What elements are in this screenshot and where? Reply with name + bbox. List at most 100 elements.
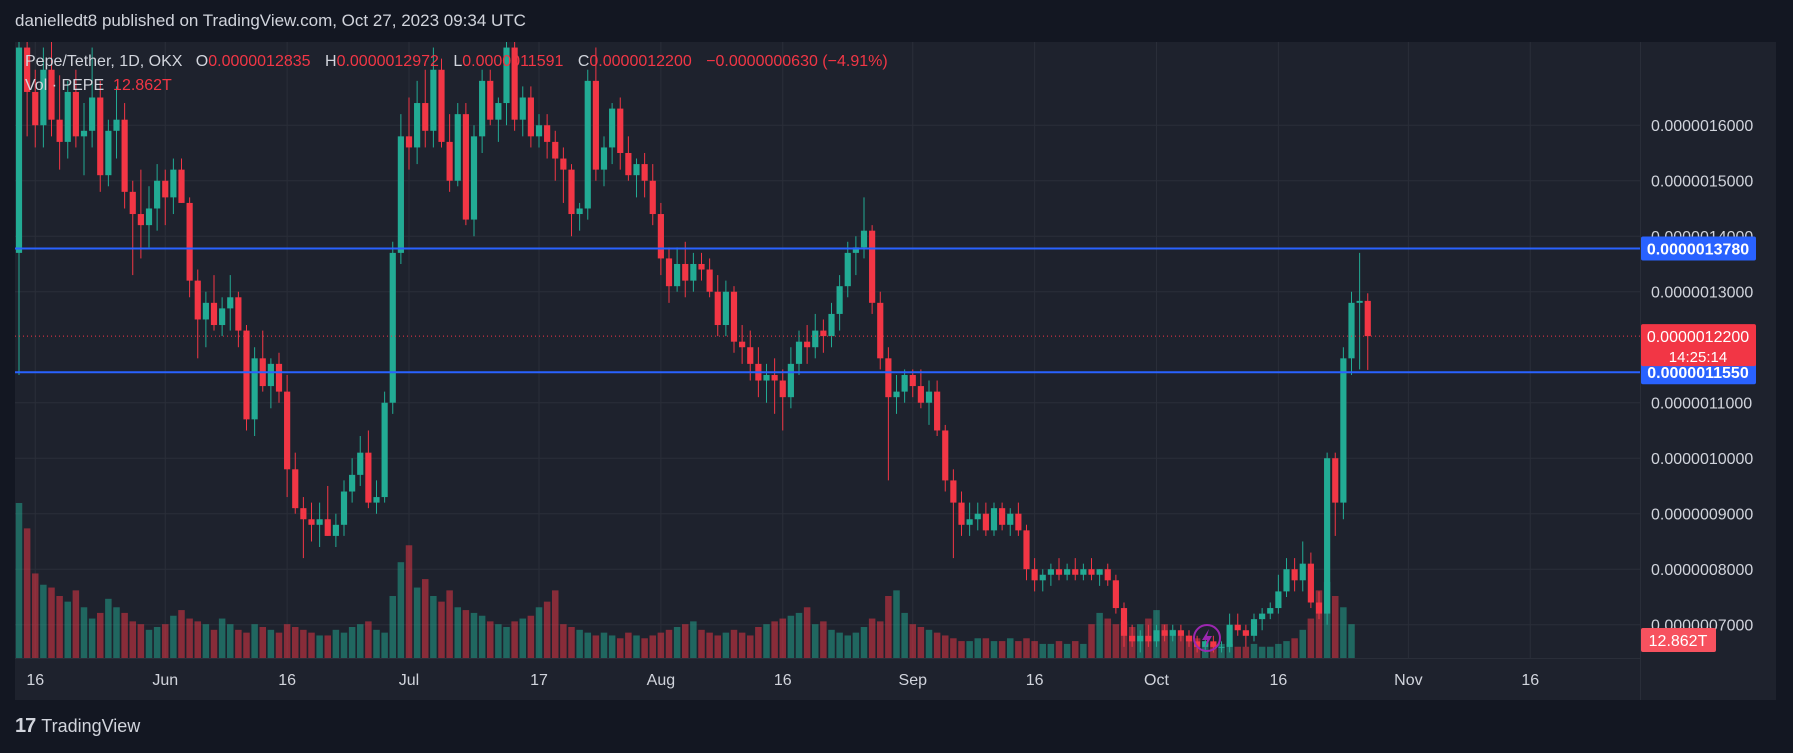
volume-bar xyxy=(1177,635,1185,658)
time-axis[interactable]: 16 Jun 16 Jul 17 Aug 16 Sep 16 Oct 16 Nov 16 xyxy=(15,658,1640,700)
volume-bar xyxy=(1250,643,1258,658)
candle-body xyxy=(544,125,551,142)
volume-bar xyxy=(974,638,981,658)
volume-bar xyxy=(836,632,843,658)
time-tick-label: 16 xyxy=(1026,672,1044,689)
volume-bar xyxy=(145,629,153,658)
volume-bar xyxy=(779,618,786,658)
symbol-label[interactable]: Pepe/Tether, 1D, OKX xyxy=(25,53,183,70)
candle-body xyxy=(284,391,291,470)
candle-body xyxy=(210,302,218,326)
volume-bar xyxy=(259,627,266,658)
volume-bar xyxy=(1332,596,1339,658)
candle-body xyxy=(1218,646,1225,648)
volume-bar xyxy=(292,627,299,658)
candle-body xyxy=(511,47,518,120)
candle-body xyxy=(560,158,567,170)
candle-body xyxy=(1169,630,1176,636)
candle-body xyxy=(609,108,616,148)
volume-bar xyxy=(389,596,396,658)
candle-body xyxy=(1267,608,1274,614)
lightning-bolt-icon xyxy=(1202,629,1212,648)
volume-bar xyxy=(1023,638,1030,658)
chart-pane[interactable] xyxy=(15,42,1640,658)
candle-body xyxy=(1129,635,1136,642)
volume-bar xyxy=(405,545,413,658)
chart-frame[interactable]: Pepe/Tether, 1D, OKX O0.0000012835 H0.00… xyxy=(15,42,1776,700)
candle-body xyxy=(877,302,884,359)
lightning-icon[interactable] xyxy=(1193,624,1221,652)
time-tick-label: Aug xyxy=(647,672,675,689)
price-axis[interactable]: 0.00000160000.00000150000.00000140000.00… xyxy=(1640,42,1776,700)
tradingview-logo-icon[interactable]: 17 xyxy=(15,715,36,737)
candle-body xyxy=(885,358,892,398)
high-value: 0.0000012972 xyxy=(336,53,439,70)
volume-bar xyxy=(373,629,380,658)
published-header: danielledt8 published on TradingView.com… xyxy=(0,0,1793,42)
candle-body xyxy=(80,130,88,137)
candle-body xyxy=(121,119,128,192)
candle-body xyxy=(1104,569,1111,581)
volume-bar xyxy=(657,632,665,658)
volume-bar xyxy=(519,618,526,658)
volume-bar xyxy=(15,503,23,658)
volume-bar xyxy=(1080,643,1087,658)
volume-bar xyxy=(283,624,291,658)
volume-bar xyxy=(227,624,234,658)
candle-body xyxy=(1161,630,1168,636)
volume-bar xyxy=(706,632,713,658)
volume-bar xyxy=(218,618,226,658)
candle-body xyxy=(1307,563,1314,603)
candle-body xyxy=(389,252,396,403)
volume-bar xyxy=(795,612,803,658)
tradingview-brand[interactable]: TradingView xyxy=(41,716,141,736)
candle-body xyxy=(901,374,908,392)
volume-bar xyxy=(803,607,811,658)
volume-bar xyxy=(966,641,973,658)
candle-body xyxy=(495,103,502,120)
volume-bar xyxy=(1055,641,1063,658)
volume-bar xyxy=(80,607,88,658)
price-tick-label: 0.0000008000 xyxy=(1651,562,1753,579)
level-price-label: 0.0000011550 xyxy=(1647,365,1749,382)
volume-bar xyxy=(917,627,925,658)
candle-body xyxy=(1210,641,1217,647)
volume-bar xyxy=(747,635,754,658)
candle-body xyxy=(527,97,534,137)
volume-bar xyxy=(787,615,795,658)
candle-body xyxy=(869,230,876,303)
time-tick-label: 16 xyxy=(278,672,296,689)
candle-body xyxy=(1039,574,1046,581)
candle-body xyxy=(186,202,193,281)
volume-bar xyxy=(860,627,868,658)
candle-body xyxy=(154,180,161,209)
candle-body xyxy=(999,508,1006,525)
volume-bar xyxy=(137,624,145,658)
volume-bar xyxy=(1169,629,1176,658)
candle-body xyxy=(454,114,461,181)
candle-body xyxy=(430,69,437,131)
volume-bar xyxy=(186,618,193,658)
volume-bar xyxy=(48,587,55,658)
candle-body xyxy=(674,263,681,287)
candle-body xyxy=(357,452,364,475)
volume-row: Vol · PEPE 12.862T xyxy=(25,74,898,98)
candle-body xyxy=(308,519,315,525)
candle-body xyxy=(365,452,372,503)
volume-bar xyxy=(64,601,71,658)
candle-body xyxy=(836,286,843,314)
volume-bar xyxy=(1088,624,1095,658)
volume-bar xyxy=(535,607,543,658)
volume-label[interactable]: Vol · PEPE xyxy=(25,77,105,94)
published-text: danielledt8 published on TradingView.com… xyxy=(15,11,526,30)
candle-body xyxy=(462,114,469,220)
candle-body xyxy=(982,513,989,531)
volume-bar xyxy=(340,632,348,658)
candle-body xyxy=(446,141,453,181)
candle-body xyxy=(576,208,583,215)
volume-bar xyxy=(1096,612,1103,658)
candle-body xyxy=(1023,530,1030,570)
candle-body xyxy=(162,180,169,198)
candle-body xyxy=(470,136,478,220)
volume-bar xyxy=(755,627,762,658)
